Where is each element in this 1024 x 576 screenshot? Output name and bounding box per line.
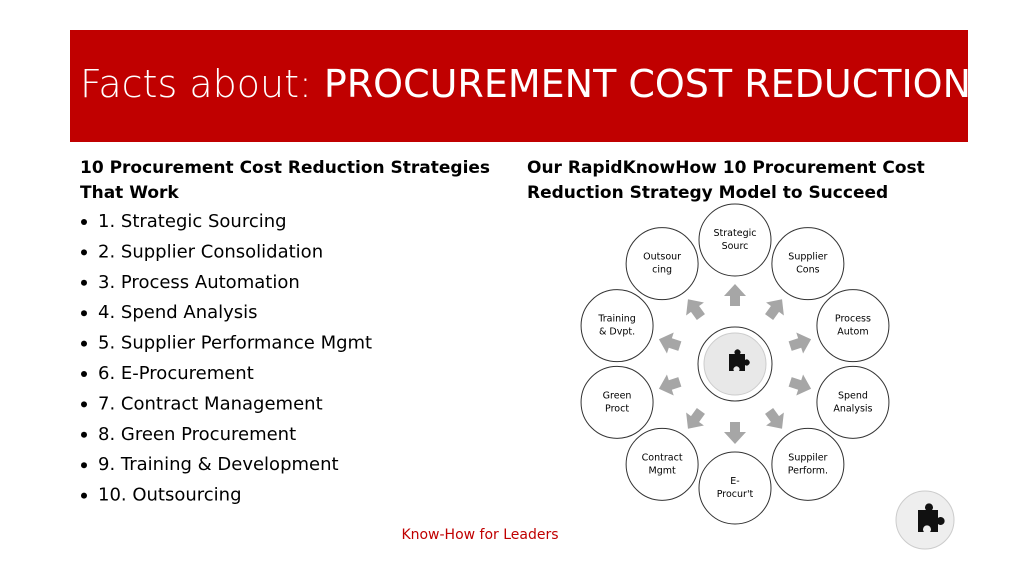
node-label: E- (730, 476, 739, 487)
arrow (686, 407, 705, 429)
slide-title: Facts about: PROCUREMENT COST REDUCTION (80, 62, 971, 106)
node-label: & Dvpt. (599, 327, 635, 338)
node-label: Sourc (722, 241, 749, 252)
arrow (765, 407, 784, 429)
node-label: Suppiler (788, 452, 827, 463)
node-label: Analysis (833, 403, 872, 414)
list-item: 2. Supplier Consolidation (98, 241, 323, 262)
node-circle (580, 365, 654, 439)
node-circle (771, 227, 845, 301)
footer: Know-How for Leaders (401, 527, 558, 543)
node-label: Spend (838, 390, 868, 401)
node-circle (698, 451, 772, 525)
node-label: Process (835, 314, 871, 325)
arrow (658, 374, 682, 396)
left-heading: That Work (80, 183, 179, 203)
logo-icon (895, 490, 955, 550)
title-main: PROCUREMENT COST REDUCTION (324, 62, 971, 106)
node-label: Mgmt (649, 465, 676, 476)
arrow-shape (686, 299, 705, 321)
bullet (81, 431, 87, 438)
arrow-shape (765, 407, 784, 429)
list-item: 10. Outsourcing (98, 485, 242, 506)
arrow-shape (765, 299, 784, 321)
arrow (686, 299, 705, 321)
node-circle (816, 289, 890, 363)
puzzle-piece (729, 349, 750, 371)
node-circle (580, 289, 654, 363)
left-heading: 10 Procurement Cost Reduction Strategies (80, 158, 490, 178)
node-circle (816, 365, 890, 439)
list-item: 7. Contract Management (98, 393, 323, 414)
title-prefix: Facts about: (80, 62, 324, 106)
node-circle (625, 427, 699, 501)
bullet (81, 279, 87, 286)
arrow (658, 332, 682, 354)
arrow-shape (686, 407, 705, 429)
arrow-shape (788, 374, 812, 396)
arrow-shape (788, 332, 812, 354)
node-label: Procur't (717, 489, 754, 500)
list-item: 1. Strategic Sourcing (98, 211, 287, 232)
bullet (81, 310, 87, 317)
node-label: Training (597, 314, 636, 325)
node-label: Supplier (788, 252, 827, 263)
node-circle (771, 427, 845, 501)
arrow-shape (658, 374, 682, 396)
arrow (724, 284, 746, 306)
bullet (81, 219, 87, 225)
bullet (81, 340, 87, 347)
bullet (81, 371, 87, 377)
node-label: cing (652, 265, 672, 276)
list-item: 4. Spend Analysis (98, 302, 258, 323)
bullet (81, 462, 87, 469)
arrow (765, 299, 784, 321)
arrow-shape (724, 284, 746, 306)
node-label: Green (603, 390, 632, 401)
bullet (81, 249, 87, 256)
arrow-shape (658, 332, 682, 354)
node-label: Contract (642, 452, 683, 463)
list-item: 6. E-Procurement (98, 363, 254, 384)
node-label: Strategic (714, 228, 757, 239)
bullet (81, 401, 87, 408)
list-item: 3. Process Automation (98, 272, 300, 293)
title-banner (70, 30, 968, 142)
right-heading: Our RapidKnowHow 10 Procurement Cost (527, 158, 925, 178)
bullet (81, 492, 87, 499)
arrow-shape (724, 422, 746, 444)
arrow (724, 422, 746, 444)
list-item: 9. Training & Development (98, 454, 339, 475)
list-item: 5. Supplier Performance Mgmt (98, 333, 372, 354)
node-label: Perform. (788, 465, 828, 476)
right-heading: Reduction Strategy Model to Succeed (527, 183, 888, 203)
node-circle (625, 227, 699, 301)
arrow (788, 374, 812, 396)
arrow (788, 332, 812, 354)
node-label: Autom (837, 327, 868, 338)
node-label: Proct (605, 403, 629, 414)
list-item: 8. Green Procurement (98, 424, 296, 445)
node-label: Cons (796, 265, 819, 276)
node-label: Outsour (643, 252, 681, 263)
node-circle (698, 203, 772, 277)
